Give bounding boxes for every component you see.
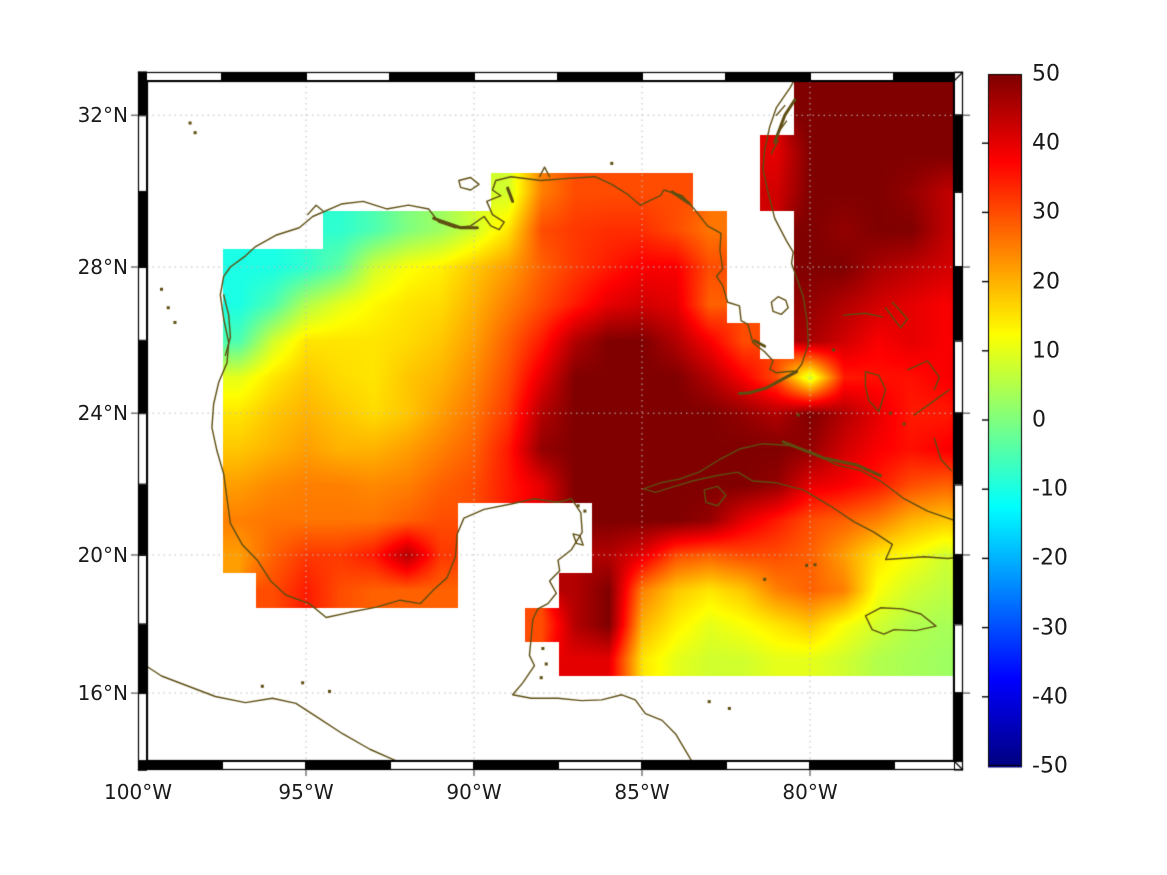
colorbar-tick-label: -30 — [1032, 615, 1068, 641]
colorbar-tick-label: 20 — [1032, 269, 1060, 295]
y-tick-label: 32°N — [77, 103, 128, 128]
y-tick-label: 20°N — [77, 542, 128, 567]
colorbar-tick-label: 50 — [1032, 61, 1060, 87]
colorbar-tick-label: 40 — [1032, 130, 1060, 156]
colorbar-tick-label: -20 — [1032, 545, 1068, 571]
colorbar-tick-label: -40 — [1032, 684, 1068, 710]
y-tick-label: 24°N — [77, 401, 128, 426]
y-tick-label: 28°N — [77, 255, 128, 280]
x-tick-label: 100°W — [104, 780, 172, 804]
colorbar-tick-label: 10 — [1032, 338, 1060, 364]
x-tick-label: 85°W — [614, 780, 670, 804]
x-tick-label: 90°W — [446, 780, 502, 804]
colorbar-tick-label: 30 — [1032, 199, 1060, 225]
colorbar-tick-label: -50 — [1032, 753, 1068, 779]
x-tick-label: 80°W — [782, 780, 838, 804]
y-tick-label: 16°N — [77, 681, 128, 706]
colorbar-tick-label: -10 — [1032, 476, 1068, 502]
x-tick-label: 95°W — [278, 780, 334, 804]
colorbar-tick-label: 0 — [1032, 407, 1046, 433]
